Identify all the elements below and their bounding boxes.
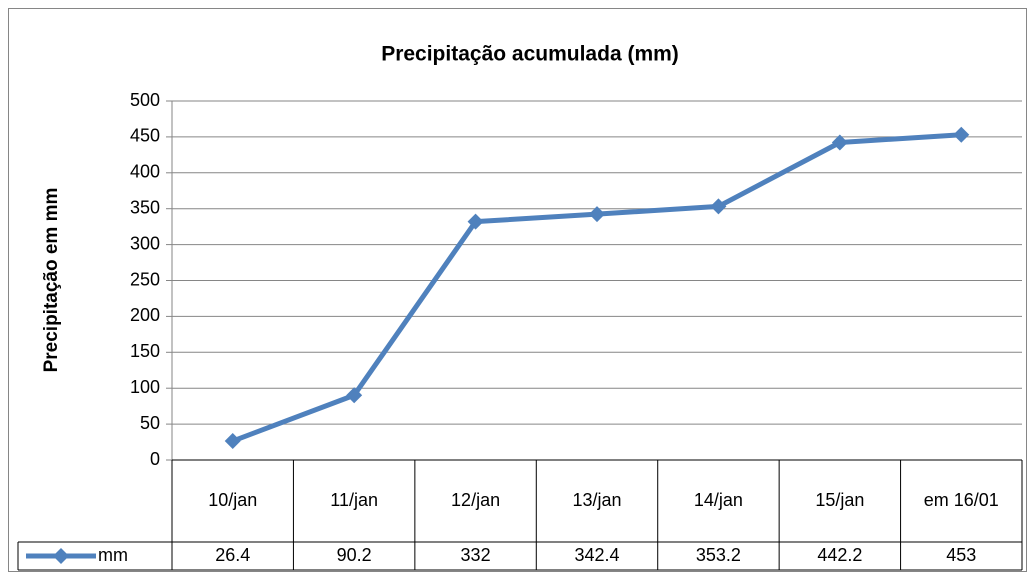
table-value: 26.4: [215, 545, 250, 565]
y-tick-label: 0: [150, 449, 160, 469]
y-tick-label: 150: [130, 341, 160, 361]
legend-marker: [53, 548, 69, 564]
x-tick-label: 14/jan: [694, 490, 743, 510]
y-tick-label: 50: [140, 413, 160, 433]
table-value: 353.2: [696, 545, 741, 565]
y-axis-label: Precipitação em mm: [41, 188, 62, 373]
table-value: 90.2: [337, 545, 372, 565]
marker: [710, 198, 727, 215]
x-tick-label: 11/jan: [330, 490, 378, 510]
y-tick-label: 350: [130, 197, 160, 217]
marker: [224, 433, 241, 450]
y-tick-label: 500: [130, 90, 160, 110]
y-tick-label: 300: [130, 233, 160, 253]
x-tick-label: 13/jan: [572, 490, 621, 510]
x-tick-label: 12/jan: [451, 490, 500, 510]
x-tick-label: 15/jan: [815, 490, 864, 510]
marker: [589, 206, 605, 223]
table-value: 332: [461, 545, 491, 565]
y-tick-label: 250: [130, 269, 160, 289]
table-value: 342.4: [574, 545, 619, 565]
x-tick-label: 10/jan: [208, 490, 257, 510]
marker: [346, 387, 363, 404]
table-value: 453: [946, 545, 976, 565]
marker: [467, 213, 484, 230]
x-tick-label: em 16/01: [924, 490, 999, 510]
marker: [831, 134, 848, 151]
y-tick-label: 100: [130, 377, 160, 397]
legend-label: mm: [98, 545, 128, 565]
y-tick-label: 200: [130, 305, 160, 325]
table-value: 442.2: [817, 545, 862, 565]
chart-border: [8, 8, 1027, 572]
y-tick-label: 450: [130, 126, 160, 146]
y-tick-label: 400: [130, 162, 160, 182]
chart-title: Precipitação acumulada (mm): [381, 43, 679, 66]
marker: [953, 126, 970, 143]
